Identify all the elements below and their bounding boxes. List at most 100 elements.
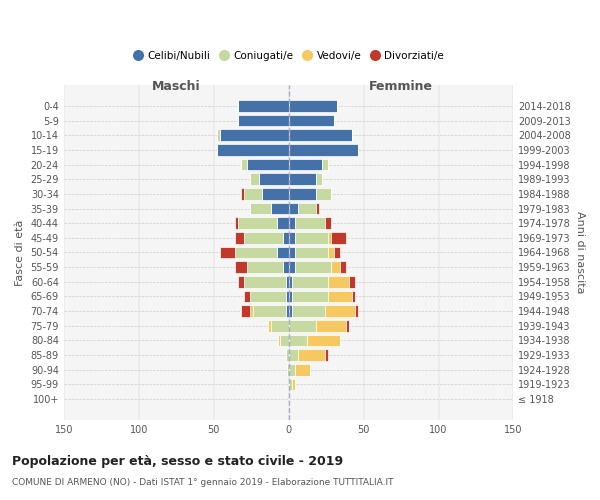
Bar	[292, 276, 328, 287]
Bar	[289, 188, 316, 200]
Bar	[271, 202, 289, 214]
Bar	[289, 262, 295, 273]
Bar	[325, 349, 328, 361]
Bar	[328, 276, 349, 287]
Bar	[289, 232, 295, 243]
Bar	[298, 349, 325, 361]
Bar	[278, 334, 280, 346]
Bar	[289, 364, 295, 376]
Bar	[316, 188, 331, 200]
Bar	[289, 334, 307, 346]
Bar	[340, 262, 346, 273]
Bar	[244, 276, 286, 287]
Bar	[328, 290, 352, 302]
Bar	[241, 305, 250, 317]
Bar	[346, 320, 349, 332]
Bar	[271, 320, 289, 332]
Bar	[289, 130, 352, 141]
Text: COMUNE DI ARMENO (NO) - Dati ISTAT 1° gennaio 2019 - Elaborazione TUTTITALIA.IT: COMUNE DI ARMENO (NO) - Dati ISTAT 1° ge…	[12, 478, 394, 487]
Bar	[331, 232, 346, 243]
Bar	[295, 218, 325, 229]
Bar	[289, 158, 322, 170]
Bar	[289, 305, 292, 317]
Bar	[289, 144, 358, 156]
Bar	[235, 246, 277, 258]
Bar	[331, 262, 340, 273]
Bar	[328, 246, 334, 258]
Bar	[295, 246, 328, 258]
Bar	[283, 262, 289, 273]
Bar	[289, 218, 295, 229]
Bar	[286, 305, 289, 317]
Bar	[349, 276, 355, 287]
Bar	[235, 262, 247, 273]
Bar	[286, 290, 289, 302]
Bar	[277, 246, 289, 258]
Bar	[277, 218, 289, 229]
Bar	[292, 378, 295, 390]
Bar	[280, 334, 289, 346]
Bar	[322, 158, 328, 170]
Bar	[247, 158, 289, 170]
Bar	[238, 276, 244, 287]
Bar	[295, 232, 328, 243]
Bar	[328, 232, 331, 243]
Bar	[298, 202, 316, 214]
Bar	[241, 188, 244, 200]
Bar	[250, 202, 271, 214]
Bar	[289, 349, 298, 361]
Bar	[292, 290, 328, 302]
Text: Femmine: Femmine	[369, 80, 433, 93]
Bar	[220, 130, 289, 141]
Text: Maschi: Maschi	[152, 80, 200, 93]
Text: Popolazione per età, sesso e stato civile - 2019: Popolazione per età, sesso e stato civil…	[12, 455, 343, 468]
Bar	[247, 262, 283, 273]
Bar	[217, 130, 220, 141]
Bar	[268, 320, 271, 332]
Bar	[286, 349, 289, 361]
Bar	[289, 114, 334, 126]
Bar	[334, 246, 340, 258]
Y-axis label: Anni di nascita: Anni di nascita	[575, 211, 585, 294]
Bar	[316, 320, 346, 332]
Bar	[292, 305, 325, 317]
Bar	[250, 290, 286, 302]
Bar	[289, 174, 316, 185]
Bar	[235, 218, 238, 229]
Bar	[295, 364, 310, 376]
Bar	[352, 290, 355, 302]
Bar	[283, 232, 289, 243]
Bar	[244, 232, 283, 243]
Bar	[259, 174, 289, 185]
Bar	[244, 188, 262, 200]
Bar	[355, 305, 358, 317]
Bar	[287, 364, 289, 376]
Legend: Celibi/Nubili, Coniugati/e, Vedovi/e, Divorziati/e: Celibi/Nubili, Coniugati/e, Vedovi/e, Di…	[129, 46, 448, 65]
Bar	[286, 276, 289, 287]
Bar	[289, 100, 337, 112]
Bar	[241, 158, 247, 170]
Bar	[238, 218, 277, 229]
Bar	[316, 202, 319, 214]
Bar	[262, 188, 289, 200]
Bar	[289, 276, 292, 287]
Bar	[238, 114, 289, 126]
Bar	[289, 290, 292, 302]
Bar	[220, 246, 235, 258]
Bar	[295, 262, 331, 273]
Bar	[289, 246, 295, 258]
Y-axis label: Fasce di età: Fasce di età	[15, 220, 25, 286]
Bar	[250, 174, 259, 185]
Bar	[235, 232, 244, 243]
Bar	[307, 334, 340, 346]
Bar	[289, 320, 316, 332]
Bar	[325, 305, 355, 317]
Bar	[325, 218, 331, 229]
Bar	[289, 378, 292, 390]
Bar	[217, 144, 289, 156]
Bar	[289, 202, 298, 214]
Bar	[250, 305, 253, 317]
Bar	[244, 290, 250, 302]
Bar	[316, 174, 322, 185]
Bar	[253, 305, 286, 317]
